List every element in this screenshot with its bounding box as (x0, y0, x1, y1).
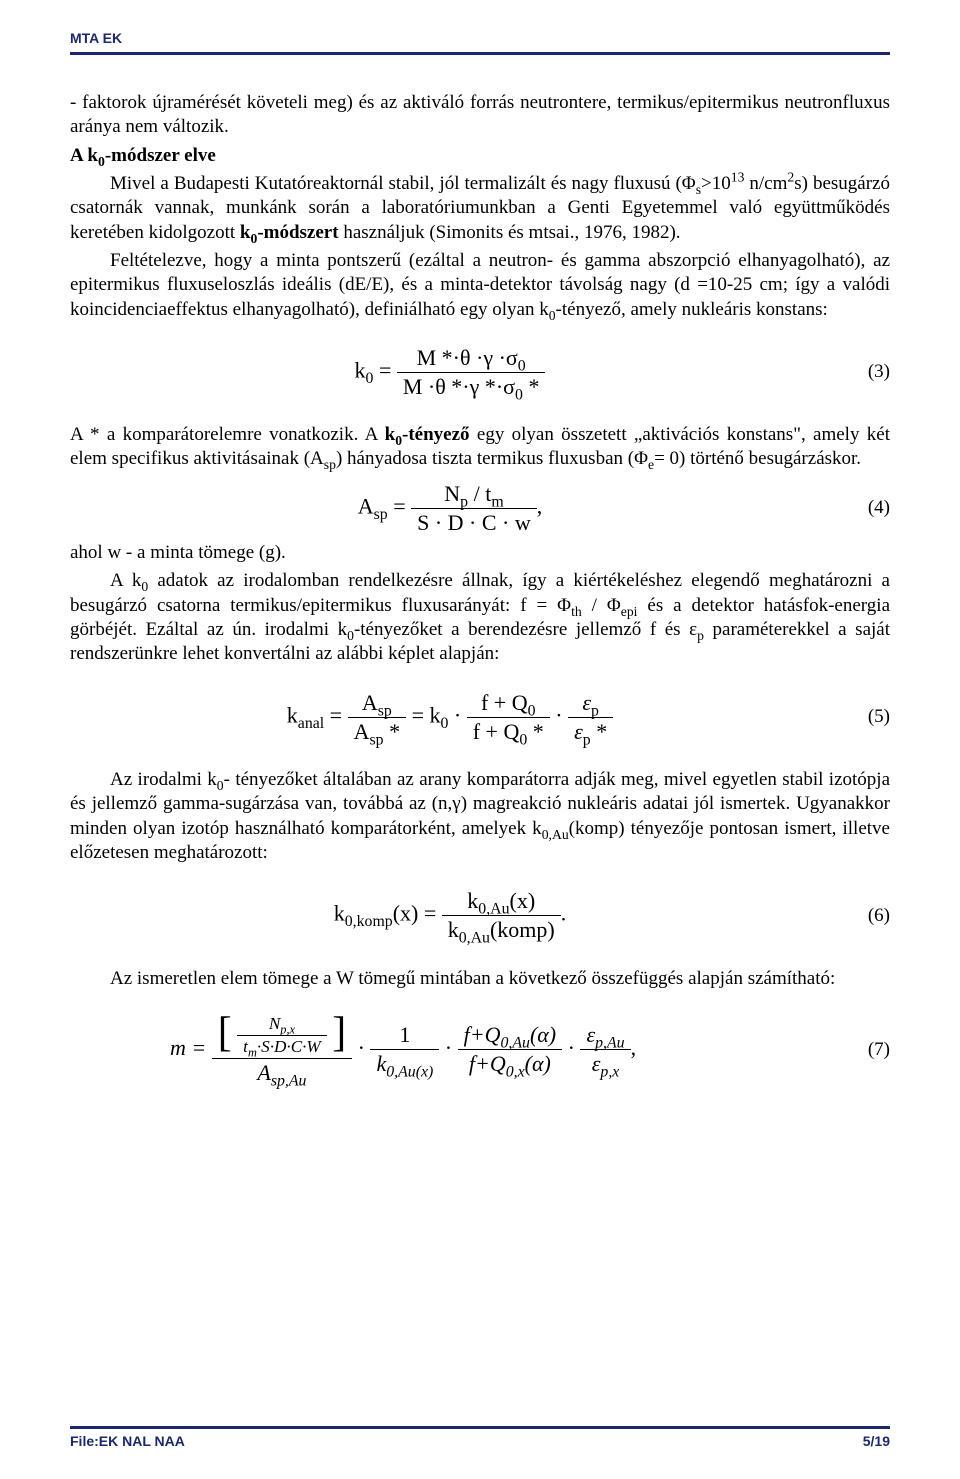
header-rule (70, 52, 890, 55)
equation-3-body: k0 = M *·θ ·γ ·σ0 M ·θ *·γ *·σ0 * (70, 344, 830, 401)
paragraph-7: Az irodalmi k0- tényezőket általában az … (70, 768, 890, 865)
equation-3: k0 = M *·θ ·γ ·σ0 M ·θ *·γ *·σ0 * (3) (70, 344, 890, 401)
equation-6-number: (6) (830, 904, 890, 928)
paragraph-8: Az ismeretlen elem tömege a W tömegű min… (70, 967, 890, 991)
page: MTA EK - faktorok újramérését követeli m… (0, 0, 960, 1479)
page-footer: File:EK NAL NAA 5/19 (70, 1426, 890, 1449)
footer-rule (70, 1426, 890, 1429)
body-content: - faktorok újramérését követeli meg) és … (70, 91, 890, 1087)
equation-7-number: (7) (830, 1038, 890, 1062)
equation-4-number: (4) (830, 496, 890, 520)
footer-file: File:EK NAL NAA (70, 1433, 185, 1449)
header-title: MTA EK (70, 30, 122, 46)
paragraph-6: A k0 adatok az irodalomban rendelkezésre… (70, 569, 890, 666)
paragraph-5: ahol w - a minta tömege (g). (70, 541, 890, 565)
equation-5-number: (5) (830, 705, 890, 729)
paragraph-2: Mivel a Budapesti Kutatóreaktornál stabi… (70, 172, 890, 245)
equation-4: Asp = Np / tm S · D · C · w , (4) (70, 480, 890, 537)
equation-5: kanal = Asp Asp * = k0 · f + Q0 f + Q0 *… (70, 689, 890, 746)
paragraph-1: - faktorok újramérését követeli meg) és … (70, 91, 890, 140)
equation-6: k0,komp(x) = k0,Au(x) k0,Au(komp) . (6) (70, 887, 890, 944)
page-header: MTA EK (70, 30, 890, 50)
equation-7: m = [ Np,x tm·S·D·C·W ] Asp,Au · 1 (70, 1013, 890, 1087)
equation-6-body: k0,komp(x) = k0,Au(x) k0,Au(komp) . (70, 887, 830, 944)
section-heading-k0: A k0-módszer elve (70, 144, 890, 168)
footer-page-number: 5/19 (863, 1433, 890, 1449)
equation-5-body: kanal = Asp Asp * = k0 · f + Q0 f + Q0 *… (70, 689, 830, 746)
paragraph-3: Feltételezve, hogy a minta pontszerű (ez… (70, 249, 890, 322)
equation-3-number: (3) (830, 360, 890, 384)
equation-7-body: m = [ Np,x tm·S·D·C·W ] Asp,Au · 1 (70, 1013, 830, 1087)
equation-4-body: Asp = Np / tm S · D · C · w , (70, 480, 830, 537)
paragraph-4: A * a komparátorelemre vonatkozik. A k0-… (70, 423, 890, 472)
